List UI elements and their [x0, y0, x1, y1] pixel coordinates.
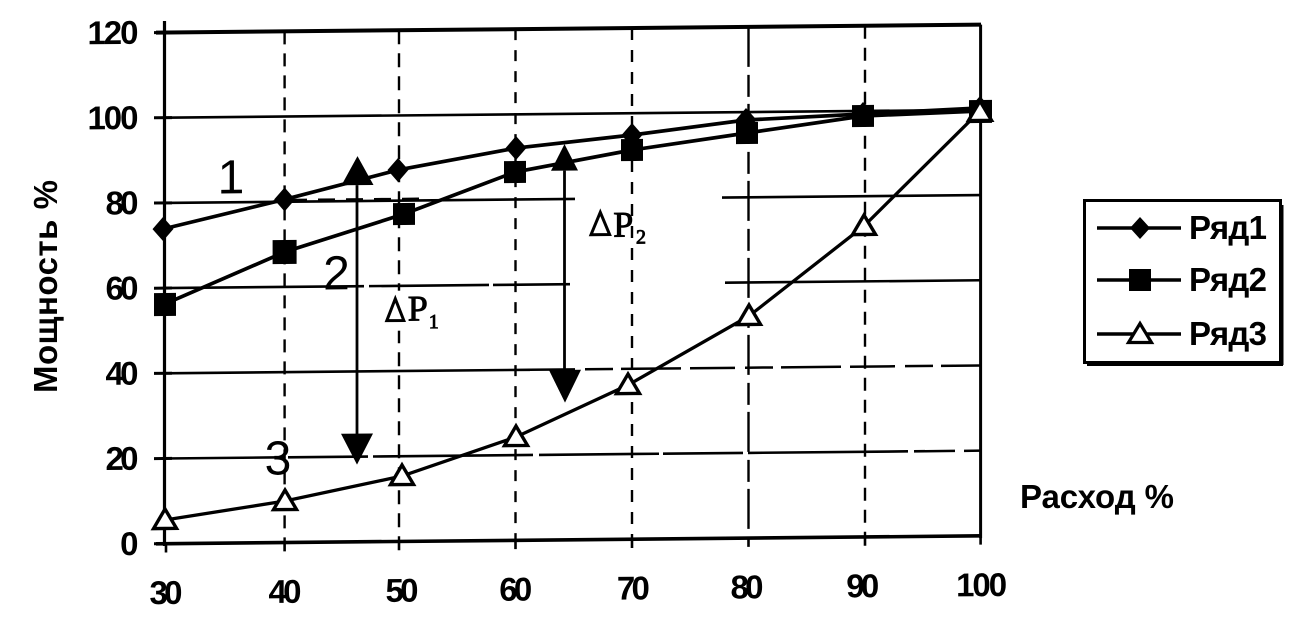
- svg-text:20: 20: [106, 440, 139, 477]
- svg-text:40: 40: [106, 355, 139, 392]
- svg-text:100: 100: [88, 99, 139, 136]
- svg-text:Расход %: Расход %: [1020, 478, 1174, 515]
- svg-text:Ряд2: Ряд2: [1189, 261, 1267, 298]
- svg-text:P: P: [613, 204, 633, 244]
- svg-text:Ряд1: Ряд1: [1189, 209, 1267, 246]
- svg-text:30: 30: [150, 574, 183, 611]
- svg-text:3: 3: [265, 432, 292, 485]
- svg-text:40: 40: [269, 573, 302, 610]
- svg-text:2: 2: [636, 226, 646, 248]
- svg-text:80: 80: [731, 568, 764, 605]
- svg-text:90: 90: [846, 567, 879, 604]
- svg-text:80: 80: [106, 184, 139, 221]
- svg-text:2: 2: [323, 247, 350, 300]
- svg-text:Ряд3: Ряд3: [1189, 315, 1267, 352]
- svg-text:60: 60: [499, 570, 532, 607]
- svg-text:0: 0: [120, 525, 138, 562]
- svg-text:100: 100: [956, 566, 1007, 603]
- svg-text:60: 60: [106, 269, 139, 306]
- svg-text:70: 70: [617, 569, 650, 606]
- svg-text:Мощность %: Мощность %: [27, 180, 64, 393]
- svg-text:50: 50: [385, 572, 418, 609]
- svg-text:1: 1: [429, 311, 439, 333]
- svg-text:1: 1: [218, 151, 245, 204]
- svg-text:120: 120: [88, 14, 139, 51]
- svg-text:P: P: [408, 288, 428, 328]
